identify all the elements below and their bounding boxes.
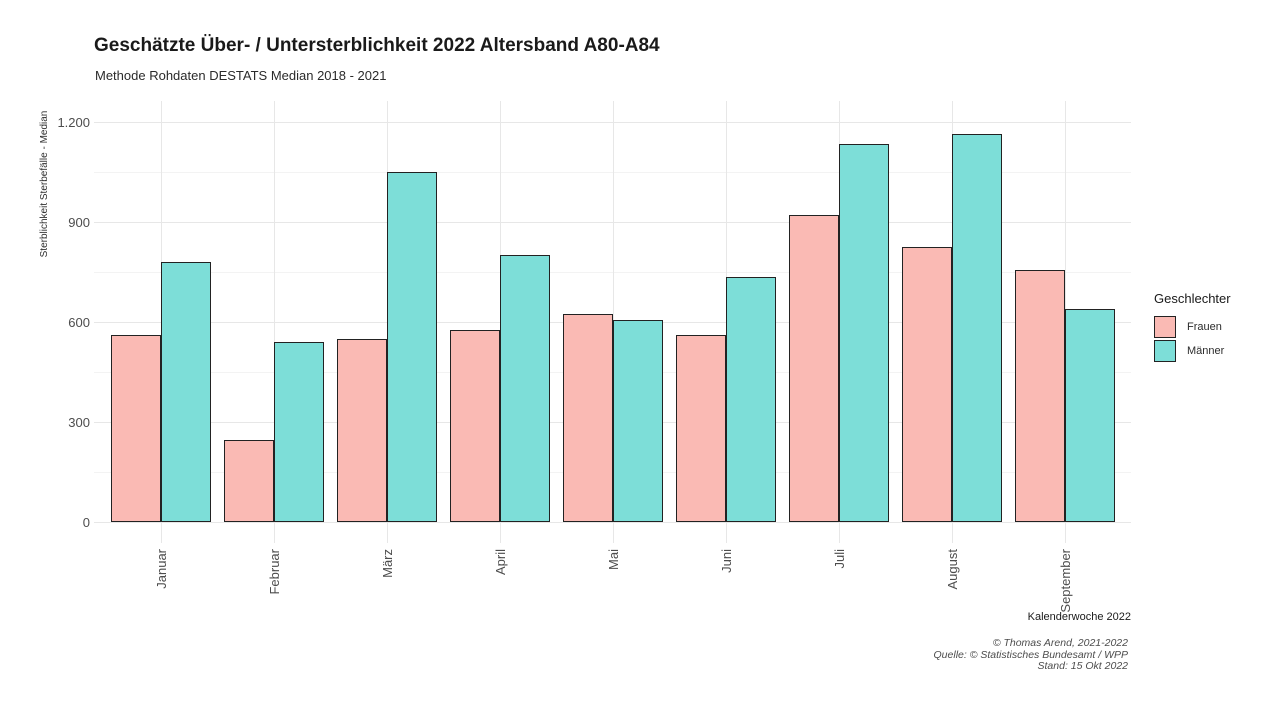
- gridline-vertical: [274, 101, 275, 543]
- legend-label: Frauen: [1187, 321, 1222, 333]
- bar-frauen-märz: [337, 338, 387, 522]
- legend: Geschlechter Frauen Männer: [1154, 291, 1231, 364]
- x-tick-label-september: September: [1057, 549, 1073, 613]
- bar-männer-august: [952, 133, 1002, 522]
- bar-frauen-februar: [224, 440, 274, 522]
- x-tick-label-mai: Mai: [605, 549, 621, 570]
- bar-frauen-september: [1015, 270, 1065, 522]
- bar-männer-januar: [161, 262, 211, 522]
- y-axis-title: Sterblichkeit Sterbefälle - Median: [39, 110, 50, 258]
- gridline-major: [94, 122, 1131, 123]
- bar-frauen-juli: [789, 215, 839, 522]
- caption-line: © Thomas Arend, 2021-2022: [992, 637, 1128, 649]
- y-tick-label: 600: [68, 314, 90, 330]
- bar-frauen-januar: [111, 335, 161, 522]
- caption-line: Stand: 15 Okt 2022: [1037, 660, 1128, 673]
- bar-männer-april: [500, 255, 550, 522]
- gridline-major: [94, 222, 1131, 223]
- y-tick-label: 0: [82, 514, 90, 530]
- x-tick-label-april: April: [492, 549, 508, 576]
- bar-männer-september: [1065, 308, 1115, 522]
- caption-line: Quelle: © Statistisches Bundesamt / WPP: [933, 648, 1128, 661]
- legend-swatch-icon: [1154, 316, 1176, 338]
- plot-panel: [94, 101, 1131, 543]
- caption: © Thomas Arend, 2021-2022 Quelle: © Stati…: [828, 637, 1128, 673]
- y-tick-label: 900: [68, 214, 90, 230]
- bar-männer-märz: [387, 172, 437, 522]
- x-tick-label-juni: Juni: [718, 549, 734, 573]
- legend-swatch-icon: [1154, 340, 1176, 362]
- chart-subtitle: Methode Rohdaten DESTATS Median 2018 - 2…: [95, 68, 387, 83]
- bar-frauen-mai: [563, 313, 613, 522]
- gridline-major: [94, 522, 1131, 523]
- chart-title: Geschätzte Über- / Untersterblichkeit 20…: [94, 35, 660, 56]
- legend-item-frauen: Frauen: [1154, 316, 1231, 338]
- x-tick-label-januar: Januar: [153, 549, 169, 589]
- y-tick-label: 300: [68, 414, 90, 430]
- x-tick-label-märz: März: [379, 549, 395, 578]
- legend-items: Frauen Männer: [1154, 316, 1231, 362]
- bar-frauen-juni: [676, 335, 726, 522]
- x-tick-label-august: August: [944, 549, 960, 590]
- legend-label: Männer: [1187, 345, 1225, 357]
- bar-frauen-april: [450, 330, 500, 522]
- bar-frauen-august: [902, 247, 952, 522]
- bar-männer-mai: [613, 320, 663, 522]
- legend-title: Geschlechter: [1154, 291, 1231, 306]
- x-axis-title: Kalenderwoche 2022: [1027, 611, 1131, 623]
- gridline-minor: [94, 272, 1131, 273]
- legend-item-männer: Männer: [1154, 340, 1231, 362]
- bar-männer-juni: [726, 277, 776, 522]
- bar-männer-februar: [274, 342, 324, 522]
- gridline-minor: [94, 172, 1131, 173]
- x-tick-label-juli: Juli: [831, 549, 847, 569]
- y-tick-label: 1.200: [57, 114, 90, 130]
- x-tick-label-februar: Februar: [266, 549, 282, 595]
- bar-männer-juli: [839, 143, 889, 522]
